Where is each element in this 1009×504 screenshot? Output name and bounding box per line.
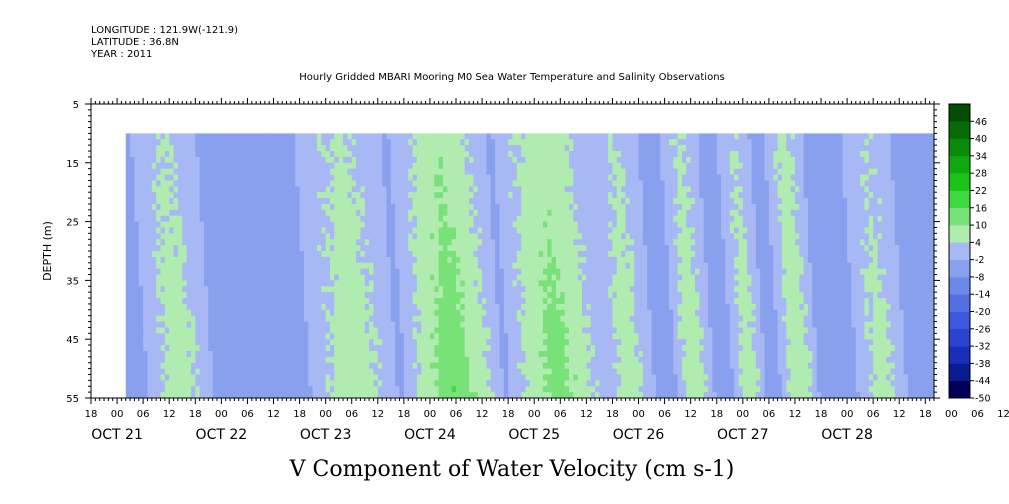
x-tick-label: 18 [293, 409, 306, 420]
colorbar-label: 28 [975, 169, 987, 180]
x-tick-label: 12 [893, 409, 906, 420]
colorbar-label: -8 [975, 272, 984, 283]
y-axis: 5 15 25 35 45 55 [66, 100, 940, 405]
x-tick-label: 18 [85, 409, 98, 420]
colorbar-swatch [949, 363, 970, 381]
colorbar-swatch [949, 380, 970, 399]
y-tick-label: 35 [66, 276, 79, 287]
latitude-label: LATITUDE : 36.8N [91, 37, 179, 48]
colorbar-label: -14 [975, 290, 991, 301]
colorbar-swatch [949, 328, 970, 347]
x-tick-label: 00 [945, 409, 958, 420]
colorbar-swatch [949, 190, 970, 209]
y-tick-label: 55 [66, 394, 79, 405]
x-tick-label: 00 [528, 409, 541, 420]
x-axis: 18 00 06 12 18 00 06 12 18 00 06 12 18 00 06 12 18 00 06 12… [85, 98, 1009, 443]
colorbar-swatch [949, 138, 970, 157]
colorbar-label: -20 [975, 307, 991, 318]
x-tick-label: 18 [397, 409, 410, 420]
x-tick-label: 06 [554, 409, 567, 420]
y-tick-label: 15 [66, 159, 79, 170]
colorbar-label: -50 [975, 394, 991, 405]
colorbar-swatch [949, 155, 970, 174]
y-axis-label: DEPTH (m) [41, 221, 54, 281]
colorbar-label: 40 [975, 134, 987, 145]
colorbar-swatch [949, 276, 970, 295]
x-tick-label: 00 [111, 409, 124, 420]
x-tick-label: 06 [450, 409, 463, 420]
colorbar-label: -38 [975, 359, 991, 370]
x-tick-label: 12 [371, 409, 384, 420]
x-tick-label: 18 [606, 409, 619, 420]
colorbar-swatch [949, 294, 970, 312]
colorbar-label: -26 [975, 324, 991, 335]
x-tick-label: 12 [684, 409, 697, 420]
day-label: OCT 21 [91, 427, 143, 443]
colorbar-label: 4 [975, 238, 981, 249]
x-tick-label: 18 [919, 409, 932, 420]
x-tick-label: 12 [789, 409, 802, 420]
x-tick-label: 06 [241, 409, 254, 420]
colorbar: -50 -44 -38 -32 -26 -20 -14 -8 -2 4 10 16 22 28 34 40 46 [948, 103, 991, 405]
chart-title: Hourly Gridded MBARI Mooring M0 Sea Wate… [299, 72, 725, 83]
colorbar-swatch [949, 121, 970, 139]
colorbar-swatch [949, 207, 970, 226]
x-tick-label: 06 [971, 409, 984, 420]
x-tick-label: 06 [345, 409, 358, 420]
colorbar-label: 34 [975, 151, 987, 162]
day-label: OCT 28 [821, 427, 873, 443]
colorbar-label: 10 [975, 221, 987, 232]
colorbar-label: 16 [975, 203, 987, 214]
day-label: OCT 25 [508, 427, 560, 443]
day-label: OCT 24 [404, 427, 456, 443]
x-tick-label: 12 [997, 409, 1009, 420]
colorbar-swatch [949, 346, 970, 364]
x-tick-label: 18 [502, 409, 515, 420]
heatmap-cells [125, 133, 935, 399]
colorbar-label: -2 [975, 255, 984, 266]
colorbar-label: -44 [975, 376, 991, 387]
year-label: YEAR : 2011 [91, 49, 153, 60]
x-tick-label: 00 [215, 409, 228, 420]
x-tick-label: 12 [580, 409, 593, 420]
day-label: OCT 27 [717, 427, 769, 443]
colorbar-swatch [949, 311, 970, 330]
x-tick-label: 18 [710, 409, 723, 420]
colorbar-label: 22 [975, 186, 987, 197]
y-tick-label: 5 [73, 100, 79, 111]
colorbar-swatch [949, 259, 970, 278]
day-label: OCT 23 [300, 427, 352, 443]
x-tick-label: 18 [189, 409, 202, 420]
colorbar-swatch [949, 173, 970, 191]
x-tick-label: 06 [763, 409, 776, 420]
x-tick-label: 06 [137, 409, 150, 420]
x-tick-label: 12 [163, 409, 176, 420]
x-tick-label: 12 [476, 409, 489, 420]
x-tick-label: 00 [736, 409, 749, 420]
x-tick-label: 06 [658, 409, 671, 420]
y-tick-label: 45 [66, 335, 79, 346]
colorbar-swatch [949, 242, 970, 260]
longitude-label: LONGITUDE : 121.9W(-121.9) [91, 25, 238, 36]
day-label: OCT 22 [196, 427, 248, 443]
x-tick-label: 06 [867, 409, 880, 420]
x-tick-label: 00 [841, 409, 854, 420]
colorbar-swatch [949, 225, 970, 243]
x-tick-label: 12 [267, 409, 280, 420]
x-axis-label: V Component of Water Velocity (cm s-1) [289, 457, 735, 482]
colorbar-label: -32 [975, 342, 991, 353]
x-tick-label: 00 [319, 409, 332, 420]
colorbar-label: 46 [975, 117, 987, 128]
x-tick-label: 00 [632, 409, 645, 420]
x-tick-label: 18 [815, 409, 828, 420]
x-tick-label: 00 [424, 409, 437, 420]
colorbar-swatch [949, 104, 970, 122]
y-tick-label: 25 [66, 218, 79, 229]
day-label: OCT 26 [613, 427, 665, 443]
